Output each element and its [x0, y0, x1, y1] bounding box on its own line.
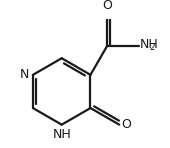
Text: NH: NH [140, 38, 159, 51]
Text: O: O [122, 118, 131, 131]
Text: NH: NH [52, 128, 71, 141]
Text: 2: 2 [149, 43, 155, 52]
Text: O: O [102, 0, 112, 12]
Text: N: N [20, 68, 29, 81]
